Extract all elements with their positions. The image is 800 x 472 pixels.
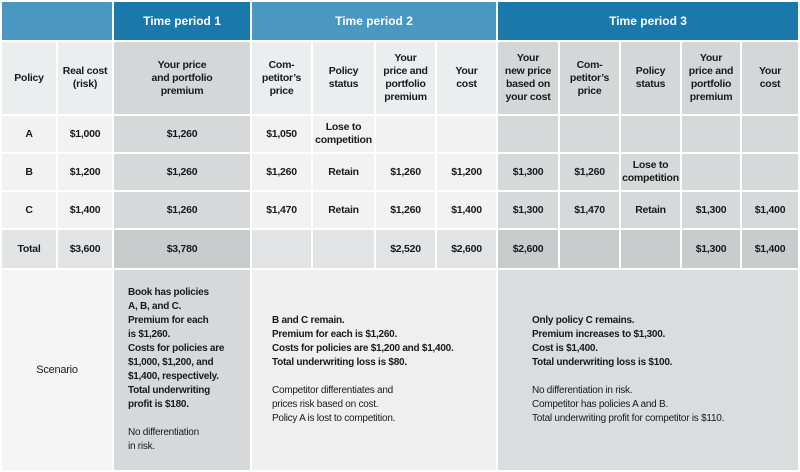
table-row-policy-a: A $1,000 $1,260 $1,050 Lose to competiti…	[2, 116, 799, 152]
table-cell	[742, 154, 799, 190]
table-row-total: Total $3,600 $3,780 $2,520 $2,600 $2,600…	[2, 230, 799, 268]
column-header-tp2-your-cost: Your cost	[437, 42, 496, 114]
table-cell: $1,260	[114, 192, 250, 228]
table-cell: $1,260	[114, 116, 250, 152]
table-row-scenario: Scenario Book has policies A, B, and C. …	[2, 270, 799, 470]
time-period-band: Time period 1 Time period 2 Time period …	[2, 2, 799, 40]
table-cell: $1,260	[560, 154, 619, 190]
column-header-real-cost: Real cost (risk)	[58, 42, 112, 114]
table-cell: $1,400	[742, 192, 799, 228]
scenario-time-period-2: B and C remain. Premium for each is $1,2…	[252, 270, 496, 470]
table-cell: $1,200	[437, 154, 496, 190]
table-cell: $1,000	[58, 116, 112, 152]
scenario-label: Scenario	[2, 270, 112, 470]
table-cell: $2,520	[376, 230, 435, 268]
column-header-tp2-policy-status: Policy status	[313, 42, 374, 114]
table-cell	[621, 230, 680, 268]
table-cell: $1,470	[560, 192, 619, 228]
scenario-tp1-bold-text: Book has policies A, B, and C. Premium f…	[128, 287, 225, 410]
column-header-tp3-policy-status: Policy status	[621, 42, 680, 114]
row-label: Total	[2, 230, 56, 268]
table-cell	[560, 230, 619, 268]
table-cell: $2,600	[498, 230, 558, 268]
table-cell: Retain	[313, 154, 374, 190]
table-cell: Retain	[313, 192, 374, 228]
table-cell: $1,050	[252, 116, 311, 152]
table-cell: $1,400	[742, 230, 799, 268]
scenario-time-period-3: Only policy C remains. Premium increases…	[498, 270, 799, 470]
table-cell: $1,260	[252, 154, 311, 190]
scenario-time-period-1: Book has policies A, B, and C. Premium f…	[114, 270, 250, 470]
table-cell	[376, 116, 435, 152]
table-cell: $1,470	[252, 192, 311, 228]
scenario-tp3-regular-text: No differentiation in risk. Competitor h…	[532, 385, 725, 424]
table-cell: $1,260	[376, 192, 435, 228]
table-cell: $1,300	[498, 192, 558, 228]
table-cell: Lose to competition	[621, 154, 680, 190]
band-time-period-3: Time period 3	[498, 2, 799, 40]
table-row-policy-c: C $1,400 $1,260 $1,470 Retain $1,260 $1,…	[2, 192, 799, 228]
table-cell: $1,400	[437, 192, 496, 228]
scenario-tp2-bold-text: B and C remain. Premium for each is $1,2…	[272, 315, 454, 368]
table-cell: $2,600	[437, 230, 496, 268]
table-cell: $1,300	[682, 192, 740, 228]
column-header-tp2-competitor-price: Com- petitor’s price	[252, 42, 311, 114]
column-header-tp1-premium: Your price and portfolio premium	[114, 42, 250, 114]
band-time-period-1: Time period 1	[114, 2, 250, 40]
table-cell	[560, 116, 619, 152]
column-header-policy: Policy	[2, 42, 56, 114]
row-label: C	[2, 192, 56, 228]
scenario-tp2-regular-text: Competitor differentiates and prices ris…	[272, 385, 396, 424]
table-cell: $3,780	[114, 230, 250, 268]
table-cell	[252, 230, 311, 268]
table-cell	[682, 116, 740, 152]
column-header-tp3-your-cost: Your cost	[742, 42, 799, 114]
scenario-tp1-regular-text: No differentiation in risk.	[128, 427, 199, 452]
column-header-tp3-premium: Your price and portfolio premium	[682, 42, 740, 114]
table-cell: $1,400	[58, 192, 112, 228]
table-cell	[498, 116, 558, 152]
table-cell: $3,600	[58, 230, 112, 268]
table-cell	[437, 116, 496, 152]
column-header-tp3-new-price: Your new price based on your cost	[498, 42, 558, 114]
table-cell: $1,300	[498, 154, 558, 190]
band-spacer	[2, 2, 112, 40]
column-header-tp2-premium: Your price and portfolio premium	[376, 42, 435, 114]
table-cell: $1,300	[682, 230, 740, 268]
table-cell: $1,260	[114, 154, 250, 190]
scenario-tp3-bold-text: Only policy C remains. Premium increases…	[532, 315, 673, 368]
table-cell: Lose to competition	[313, 116, 374, 152]
table-row-policy-b: B $1,200 $1,260 $1,260 Retain $1,260 $1,…	[2, 154, 799, 190]
table-cell	[621, 116, 680, 152]
band-time-period-2: Time period 2	[252, 2, 496, 40]
table-cell	[742, 116, 799, 152]
table-cell	[313, 230, 374, 268]
column-header-row: Policy Real cost (risk) Your price and p…	[2, 42, 799, 114]
row-label: A	[2, 116, 56, 152]
column-header-tp3-competitor-price: Com- petitor’s price	[560, 42, 619, 114]
row-label: B	[2, 154, 56, 190]
table-cell: Retain	[621, 192, 680, 228]
table-cell	[682, 154, 740, 190]
table-cell: $1,260	[376, 154, 435, 190]
table-cell: $1,200	[58, 154, 112, 190]
